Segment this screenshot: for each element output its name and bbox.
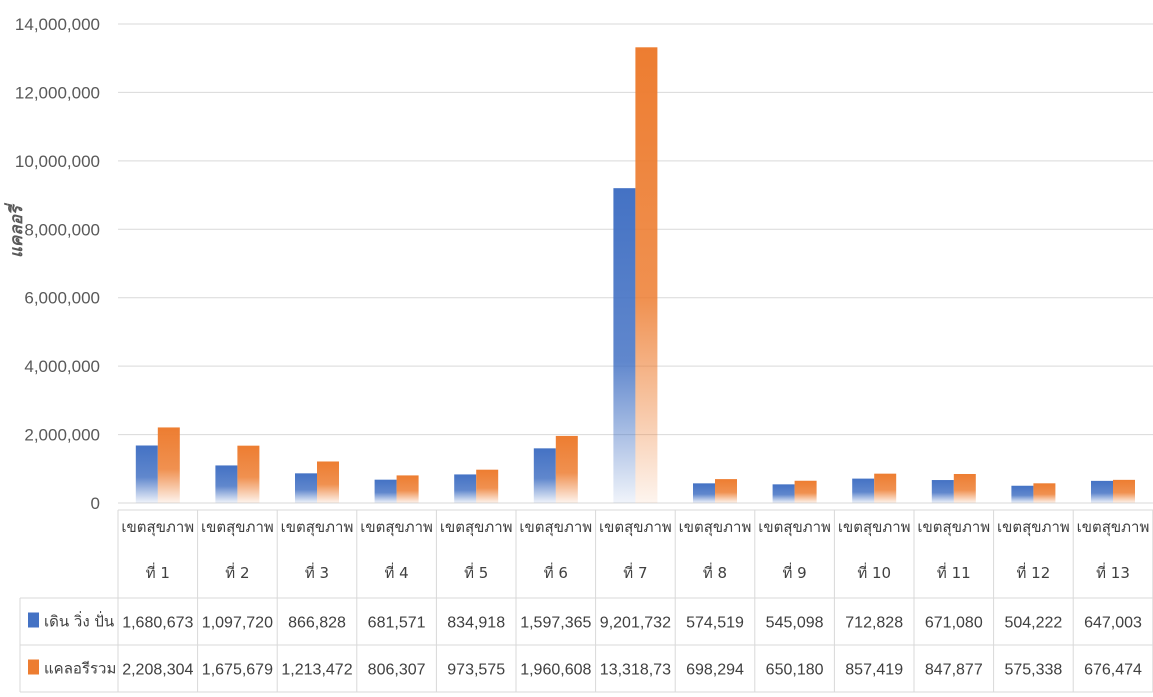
bar-series2 bbox=[476, 469, 499, 503]
bars bbox=[135, 47, 1135, 503]
category-label: ที่ 2 bbox=[225, 562, 249, 582]
category-label: ที่ 13 bbox=[1096, 562, 1130, 582]
bar-series2 bbox=[237, 445, 260, 503]
category-label: ที่ 6 bbox=[544, 562, 568, 582]
data-label: 806,307 bbox=[368, 662, 426, 679]
data-label: 847,877 bbox=[925, 662, 983, 679]
legend-swatch bbox=[28, 612, 39, 628]
y-tick-label: 2,000,000 bbox=[24, 426, 100, 445]
data-label: 13,318,73 bbox=[600, 662, 671, 679]
bar-series1 bbox=[374, 479, 397, 503]
legend-swatch bbox=[28, 659, 39, 675]
data-label: 1,213,472 bbox=[281, 662, 352, 679]
bar-series1 bbox=[295, 473, 317, 503]
data-label: 2,208,304 bbox=[122, 662, 193, 679]
category-label: ที่ 11 bbox=[937, 562, 971, 582]
bar-series2 bbox=[317, 461, 339, 503]
category-label: เขตสุขภาพ bbox=[440, 518, 513, 537]
data-label: 9,201,732 bbox=[600, 615, 671, 632]
category-label: เขตสุขภาพ bbox=[519, 518, 592, 537]
bar-series2 bbox=[953, 473, 976, 503]
data-label: 574,519 bbox=[686, 615, 744, 632]
data-label: 973,575 bbox=[447, 662, 505, 679]
data-label: 676,474 bbox=[1084, 662, 1142, 679]
data-label: 1,675,679 bbox=[202, 662, 273, 679]
category-label: เขตสุขภาพ bbox=[201, 518, 274, 537]
data-label: 857,419 bbox=[845, 662, 903, 679]
category-label: เขตสุขภาพ bbox=[758, 518, 831, 537]
bar-series1 bbox=[135, 445, 158, 503]
bar-series1 bbox=[772, 484, 795, 503]
data-label: 834,918 bbox=[447, 615, 505, 632]
y-tick-label: 12,000,000 bbox=[15, 83, 100, 102]
y-tick-label: 4,000,000 bbox=[24, 357, 100, 376]
bar-series1 bbox=[852, 478, 875, 503]
bar-series2 bbox=[715, 479, 737, 503]
category-label: ที่ 12 bbox=[1017, 562, 1051, 582]
y-tick-label: 0 bbox=[91, 494, 100, 513]
data-label: 647,003 bbox=[1084, 615, 1142, 632]
category-label: เขตสุขภาพ bbox=[917, 518, 990, 537]
bar-series1 bbox=[454, 474, 477, 503]
data-label: 866,828 bbox=[288, 615, 346, 632]
category-label: ที่ 5 bbox=[464, 562, 488, 582]
bar-series1 bbox=[1011, 485, 1034, 503]
data-label: 575,338 bbox=[1004, 662, 1062, 679]
category-label: เขตสุขภาพ bbox=[360, 518, 433, 537]
category-label: ที่ 8 bbox=[703, 562, 727, 582]
category-label: ที่ 3 bbox=[305, 562, 329, 582]
category-label: ที่ 10 bbox=[857, 562, 891, 582]
category-label: เขตสุขภาพ bbox=[679, 518, 752, 537]
bar-series1 bbox=[215, 465, 238, 503]
bar-series2 bbox=[396, 475, 419, 503]
category-label: ที่ 4 bbox=[384, 562, 408, 582]
y-tick-label: 6,000,000 bbox=[24, 289, 100, 308]
y-tick-label: 8,000,000 bbox=[24, 220, 100, 239]
category-label: เขตสุขภาพ bbox=[838, 518, 911, 537]
bar-series2 bbox=[1113, 479, 1135, 503]
data-label: 545,098 bbox=[766, 615, 824, 632]
bar-series1 bbox=[613, 188, 636, 503]
data-label: 1,097,720 bbox=[202, 615, 273, 632]
bar-series2 bbox=[794, 480, 817, 503]
data-label: 1,597,365 bbox=[520, 615, 591, 632]
bar-series1 bbox=[1091, 480, 1113, 503]
data-label: 681,571 bbox=[368, 615, 426, 632]
category-label: เขตสุขภาพ bbox=[1077, 518, 1150, 537]
category-label: ที่ 9 bbox=[782, 562, 806, 582]
legend-label: แคลอรีรวม bbox=[44, 660, 116, 678]
category-label: ที่ 7 bbox=[623, 562, 647, 582]
data-label: 698,294 bbox=[686, 662, 744, 679]
category-label: เขตสุขภาพ bbox=[997, 518, 1070, 537]
bar-series2 bbox=[1033, 483, 1056, 503]
y-axis-ticks: 0 2,000,000 4,000,000 6,000,000 8,000,000 10,… bbox=[15, 15, 100, 513]
bar-series2 bbox=[555, 435, 578, 503]
data-label: 1,680,673 bbox=[122, 615, 193, 632]
bar-series1 bbox=[533, 448, 556, 503]
category-label: เขตสุขภาพ bbox=[281, 518, 354, 537]
bar-series1 bbox=[931, 480, 954, 503]
y-tick-label: 14,000,000 bbox=[15, 15, 100, 34]
data-label: 1,960,608 bbox=[520, 662, 591, 679]
category-label: ที่ 1 bbox=[146, 562, 170, 582]
bar-series2 bbox=[157, 427, 180, 503]
category-label: เขตสุขภาพ bbox=[121, 518, 194, 537]
category-label: เขตสุขภาพ bbox=[599, 518, 672, 537]
y-tick-label: 10,000,000 bbox=[15, 152, 100, 171]
bar-series2 bbox=[635, 47, 658, 503]
legend-label: เดิน วิ่ง ปั่น bbox=[44, 611, 114, 631]
bar-series2 bbox=[874, 473, 897, 503]
data-label: 650,180 bbox=[766, 662, 824, 679]
y-axis-label: แคลอรี่ bbox=[4, 202, 27, 258]
bar-series1 bbox=[693, 483, 715, 503]
data-label: 671,080 bbox=[925, 615, 983, 632]
data-label: 504,222 bbox=[1004, 615, 1062, 632]
data-label: 712,828 bbox=[845, 615, 903, 632]
